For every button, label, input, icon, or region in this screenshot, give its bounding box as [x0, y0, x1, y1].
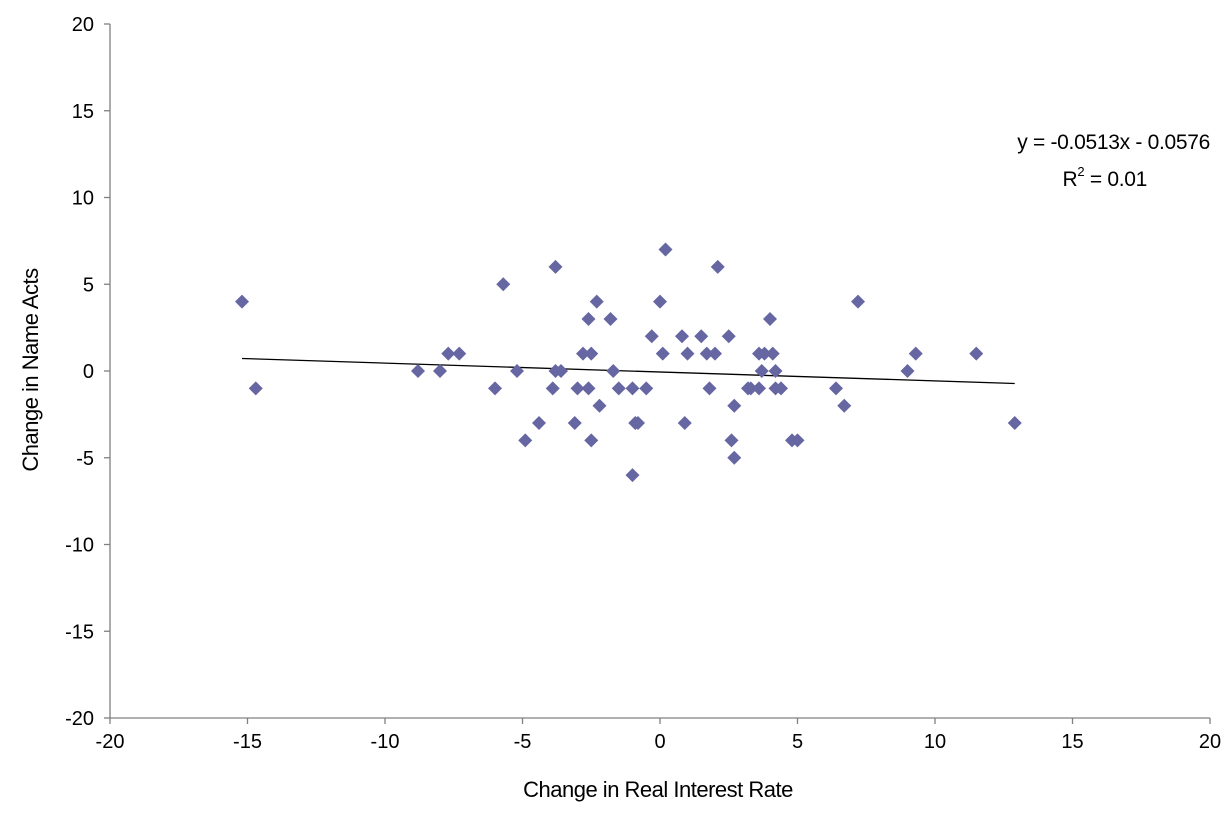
data-point [763, 311, 777, 326]
data-point [743, 381, 758, 396]
data-point [969, 346, 984, 361]
data-point [554, 364, 568, 378]
data-point [721, 329, 736, 344]
x-tick-label: 10 [924, 731, 946, 753]
y-tick-label: -5 [76, 448, 94, 470]
y-tick-label: 0 [83, 361, 94, 383]
data-point [768, 364, 783, 378]
y-tick-label: -10 [65, 535, 94, 557]
y-tick-label: -20 [65, 708, 94, 730]
data-point [774, 381, 788, 396]
x-tick-label: 20 [1199, 731, 1221, 753]
data-point [589, 294, 604, 309]
data-point [851, 294, 865, 309]
data-point [727, 398, 742, 413]
r-squared-superscript: 2 [1077, 164, 1084, 179]
x-tick-label: -10 [371, 731, 400, 753]
data-point [567, 416, 582, 431]
data-point [510, 364, 524, 378]
data-point [433, 364, 447, 378]
data-point [708, 346, 722, 361]
data-point [581, 311, 596, 326]
data-point [757, 346, 772, 361]
y-tick-label: 10 [72, 188, 94, 210]
data-point [653, 294, 667, 309]
data-point [765, 346, 780, 361]
data-point [625, 381, 640, 396]
trendline [241, 357, 1015, 385]
data-point [694, 329, 709, 344]
x-tick-label: -5 [514, 731, 532, 753]
data-point [677, 416, 692, 431]
r-squared-letter: R [1062, 168, 1077, 191]
x-tick-label: 15 [1061, 731, 1083, 753]
data-point [606, 364, 621, 378]
r-squared-value: = 0.01 [1084, 168, 1147, 191]
data-point [1007, 416, 1022, 431]
data-point [727, 450, 742, 465]
y-tick-label: 5 [83, 274, 94, 296]
data-point [752, 381, 766, 396]
data-point [639, 381, 654, 396]
y-tick-label: 20 [72, 14, 94, 36]
data-point [592, 398, 607, 413]
data-point [908, 346, 923, 361]
y-tick-label: 15 [72, 101, 94, 123]
data-point [411, 364, 425, 378]
data-point [581, 381, 596, 396]
y-axis-title: Change in Name Acts [18, 268, 43, 472]
data-point [488, 381, 502, 396]
data-point [625, 468, 640, 483]
data-point [900, 364, 915, 378]
data-point [518, 433, 533, 448]
data-point [235, 294, 249, 309]
trendline-r-squared: R2 = 0.01 [1062, 164, 1147, 191]
data-point [548, 259, 563, 274]
data-point [248, 381, 263, 396]
data-point [658, 242, 673, 257]
data-point [644, 329, 659, 344]
data-point [584, 346, 599, 361]
data-point [699, 346, 714, 361]
trendline-equation: y = -0.0513x - 0.0576 [1017, 131, 1210, 154]
data-point [655, 346, 670, 361]
x-axis-title: Change in Real Interest Rate [523, 777, 793, 802]
data-point [532, 416, 546, 431]
x-tick-label: -15 [233, 731, 262, 753]
data-point [837, 398, 852, 413]
data-point [545, 381, 560, 396]
data-point [675, 329, 689, 344]
data-point [570, 381, 585, 396]
data-point [829, 381, 843, 396]
data-point [603, 311, 618, 326]
x-tick-label: -20 [96, 731, 125, 753]
data-point [631, 416, 645, 431]
data-point [680, 346, 695, 361]
points-layer [235, 242, 1022, 483]
trendline-layer [241, 357, 1015, 385]
data-point [754, 364, 769, 378]
data-point [724, 433, 739, 448]
x-tick-label: 0 [654, 731, 665, 753]
data-point [584, 433, 599, 448]
data-point [441, 346, 456, 361]
data-point [710, 259, 725, 274]
labels-layer: Change in Real Interest Rate Change in N… [18, 131, 1210, 802]
data-point [576, 346, 590, 361]
axes: 20 15 10 5 0 -5 -10 -15 -20-20 -15 -10 -5 0 5 10 15 20 [65, 14, 1221, 753]
data-point [496, 277, 511, 292]
data-point [790, 433, 805, 448]
y-tick-label: -15 [65, 621, 94, 643]
data-point [452, 346, 467, 361]
x-tick-label: 5 [792, 731, 803, 753]
data-point [611, 381, 626, 396]
data-point [702, 381, 717, 396]
